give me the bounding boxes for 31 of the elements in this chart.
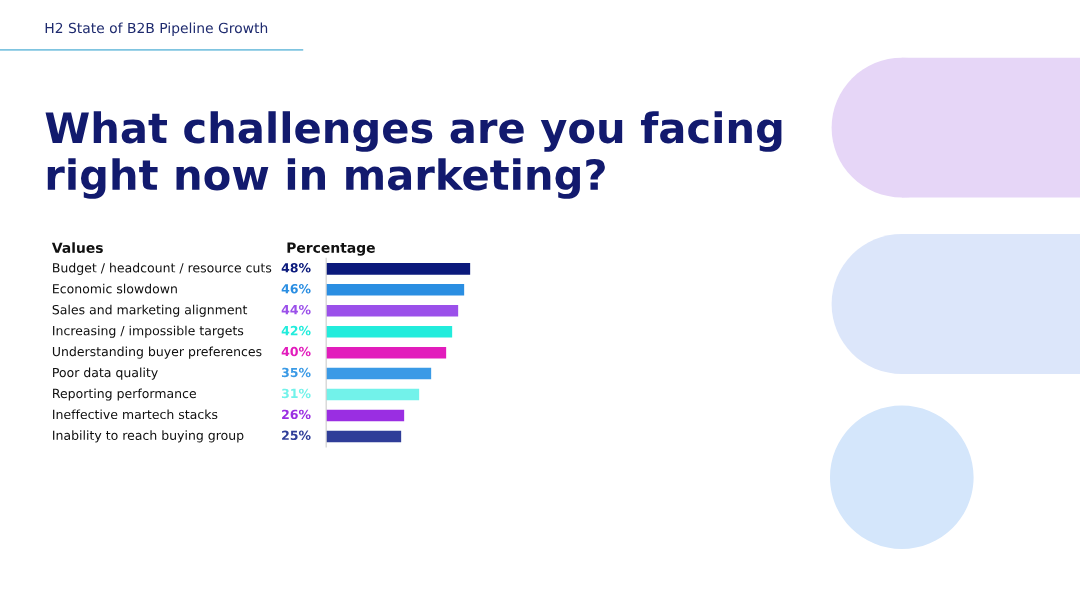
bar — [326, 388, 420, 401]
bar — [326, 305, 459, 317]
data-label: 26% — [282, 409, 311, 420]
data-label: 44% — [281, 304, 311, 315]
bar — [326, 263, 471, 275]
data-label: 48% — [281, 263, 311, 273]
y-tick-label: Understanding buyer preferences — [52, 346, 262, 359]
y-tick-label: Inability to reach buying group — [53, 430, 244, 443]
data-label: 31% — [281, 388, 311, 399]
bar — [326, 367, 432, 380]
y-tick-label: Reporting performance — [53, 388, 196, 401]
y-tick-label: Economic slowdown — [53, 283, 177, 294]
bar — [326, 325, 453, 338]
data-label: 42% — [281, 325, 311, 336]
data-label: 25% — [282, 430, 311, 441]
y-tick-label: Increasing / impossible targets — [53, 325, 244, 338]
y-tick-label: Budget / headcount / resource cuts — [53, 262, 272, 275]
y-tick-label: Sales and marketing alignment — [52, 304, 248, 317]
y-tick-label: Poor data quality — [53, 367, 158, 380]
y-tick-label: Ineffective martech stacks — [53, 409, 218, 420]
x-axis-title: Percentage — [287, 242, 375, 256]
data-label: 46% — [281, 283, 311, 294]
chart-title: What challenges are you facing right now in marketing? — [45, 111, 782, 199]
data-label: 35% — [281, 367, 311, 378]
data-label: 40% — [281, 346, 311, 357]
bar — [326, 346, 447, 359]
y-axis-title: Values — [51, 242, 103, 254]
bar — [326, 409, 405, 422]
text: H2 State of B2B Pipeline Growth — [45, 22, 268, 36]
bar — [326, 430, 402, 443]
bar — [326, 284, 465, 296]
